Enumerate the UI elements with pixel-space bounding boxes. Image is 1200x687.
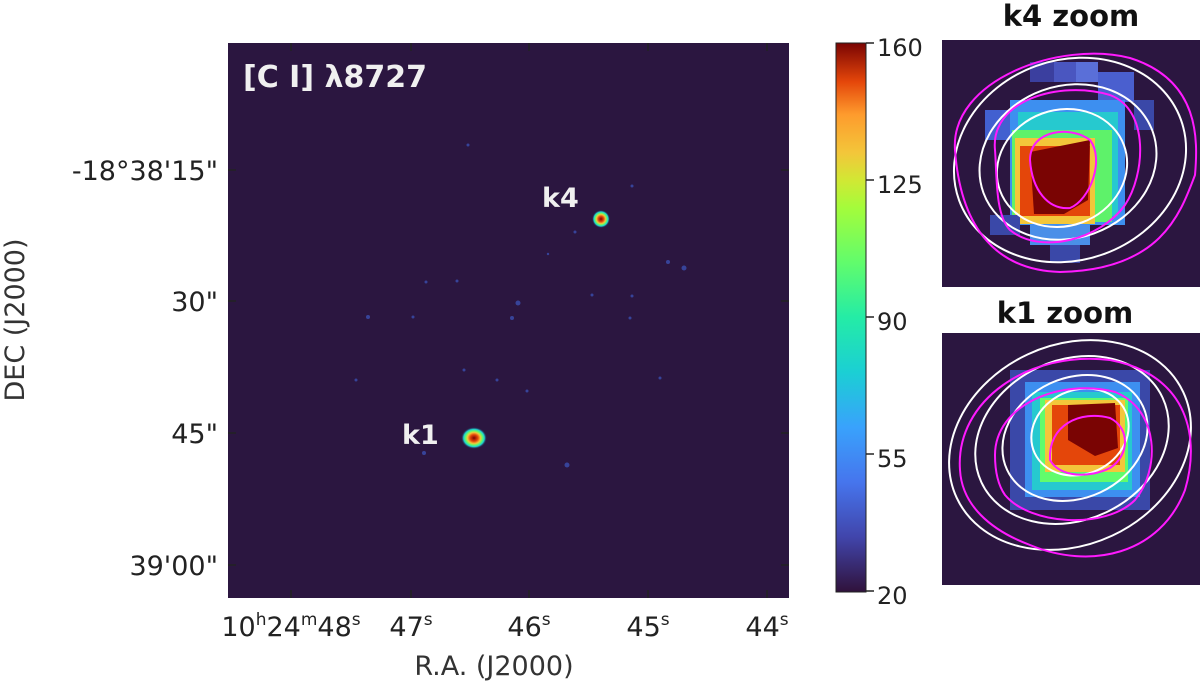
colorbar-gradient	[835, 42, 867, 593]
panel-title: [C I] λ8727	[243, 60, 427, 95]
x-axis-label: R.A. (J2000)	[414, 651, 573, 682]
y-tick-label: 45"	[171, 419, 218, 450]
x-tick-label: 46s	[507, 610, 550, 643]
source-k4-blob	[592, 210, 610, 228]
y-tick-label: 39'00"	[129, 551, 218, 582]
x-tick-label: 10h24m48s	[221, 610, 360, 643]
colorbar: 160 125 90 55 20	[835, 34, 923, 610]
inset-title: k1 zoom	[997, 296, 1134, 330]
source-k1-blob	[461, 427, 487, 449]
colorbar-tick-label: 160	[877, 34, 923, 62]
y-tick-label: 30"	[171, 287, 218, 318]
inset-k4-zoom: k4 zoom	[942, 0, 1200, 287]
inset-title: k4 zoom	[1003, 0, 1140, 33]
noise-specks	[354, 143, 687, 468]
colorbar-tick-label: 125	[877, 171, 923, 199]
x-tick-label: 44s	[745, 610, 788, 643]
k1-contours	[948, 339, 1192, 558]
x-tick-label: 47s	[389, 610, 432, 643]
source-label-k4: k4	[542, 183, 579, 214]
main-panel: [C I] λ8727 k4 k1 -18°38'15" 30" 45" 39'…	[0, 43, 789, 682]
source-label-k1: k1	[402, 420, 439, 451]
image-background	[228, 43, 789, 598]
colorbar-tick-label: 90	[877, 308, 908, 336]
y-axis-label: DEC (J2000)	[0, 238, 31, 401]
colorbar-tick-label: 20	[877, 582, 908, 610]
k4-contours	[952, 52, 1198, 274]
inset-k1-zoom: k1 zoom	[942, 296, 1200, 585]
y-tick-label: -18°38'15"	[72, 156, 218, 187]
x-tick-label: 45s	[626, 610, 669, 643]
axis-ticks	[228, 43, 789, 598]
colorbar-tick-label: 55	[877, 445, 908, 473]
